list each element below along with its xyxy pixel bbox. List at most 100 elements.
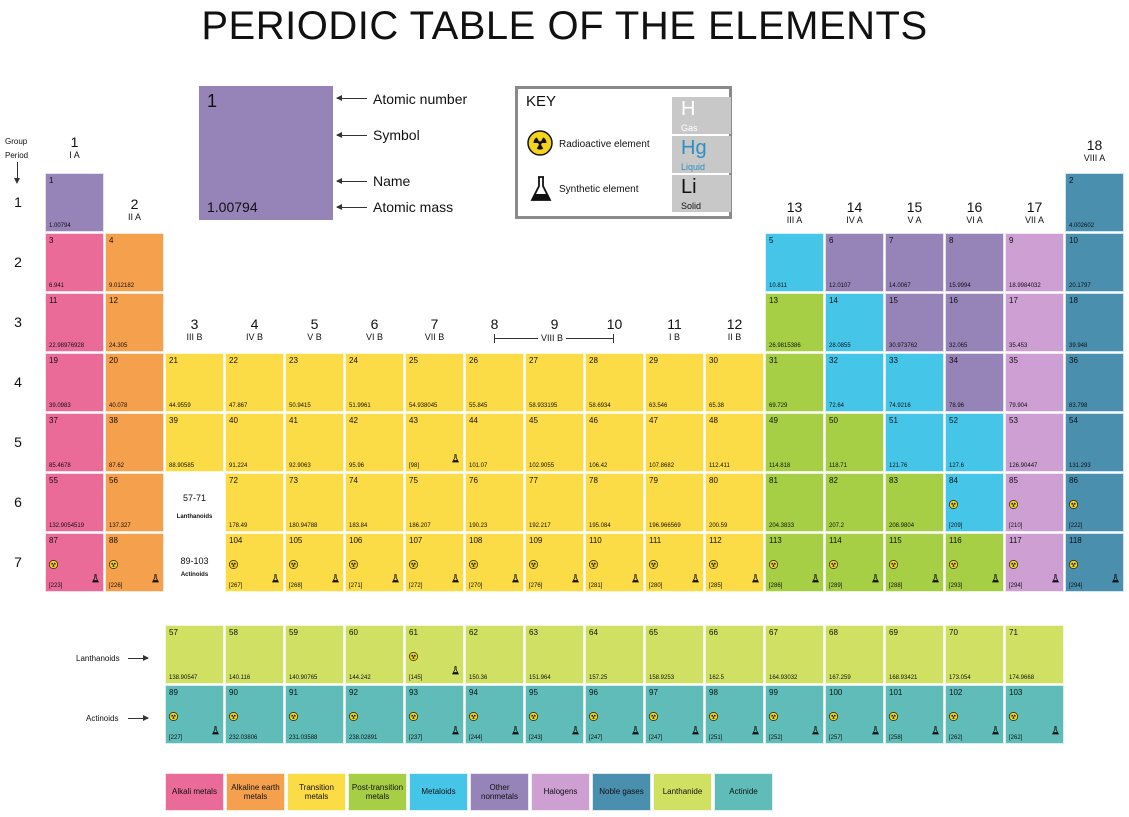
element-cell-19: 19 39.0983 xyxy=(45,353,104,412)
group-header-9: 9 xyxy=(525,317,584,333)
legend-lanthanide: Lanthanide xyxy=(653,773,712,811)
element-mass: [280] xyxy=(649,583,663,589)
key-title: KEY xyxy=(526,93,557,110)
element-cell-20: 20 40.078 xyxy=(105,353,164,412)
group-number: 4 xyxy=(250,316,259,332)
flask-icon xyxy=(991,722,1000,740)
element-cell-38: 38 87.62 xyxy=(105,413,164,472)
liquid-swatch: Hg Liquid xyxy=(672,136,731,173)
group-header-17: 17 VII A xyxy=(1005,200,1064,225)
element-cell-45: 45 102.9055 xyxy=(525,413,584,472)
group-roman: II B xyxy=(727,332,742,342)
group-number: 3 xyxy=(190,316,199,332)
element-cell-40: 40 91.224 xyxy=(225,413,284,472)
group-roman: V A xyxy=(907,215,922,225)
element-mass: [145] xyxy=(409,675,423,681)
period-label-5: 5 xyxy=(14,434,22,450)
element-number: 46 xyxy=(589,416,598,425)
element-number: 54 xyxy=(1069,416,1078,425)
group-header-15: 15 V A xyxy=(885,200,944,225)
element-mass: 140.116 xyxy=(229,675,251,681)
element-number: 17 xyxy=(1009,296,1018,305)
sample-atomic-number: 1 xyxy=(207,91,218,111)
element-mass: 121.76 xyxy=(889,463,908,469)
element-mass: 195.084 xyxy=(589,523,611,529)
element-mass: 232.03806 xyxy=(229,735,258,741)
group-number: 5 xyxy=(310,316,319,332)
element-number: 88 xyxy=(109,536,118,545)
element-mass: 26.9815386 xyxy=(769,343,801,349)
element-mass: [223] xyxy=(49,583,63,589)
element-cell-74: 74 183.84 xyxy=(345,473,404,532)
radioactive-icon xyxy=(829,556,838,574)
element-cell-114: 114 [289] xyxy=(825,533,884,592)
flask-icon xyxy=(691,570,700,588)
element-number: 3 xyxy=(49,236,54,245)
element-mass: 22.98976928 xyxy=(49,343,85,349)
group-header-10: 10 xyxy=(585,317,644,333)
group-number: 8 xyxy=(490,316,499,332)
element-mass: [288] xyxy=(889,583,903,589)
radioactive-icon xyxy=(949,556,958,574)
element-mass: [227] xyxy=(169,735,183,741)
element-mass: 238.02891 xyxy=(349,735,378,741)
synthetic-label: Synthetic element xyxy=(559,184,639,195)
element-mass: 39.0983 xyxy=(49,403,71,409)
element-mass: [244] xyxy=(469,735,483,741)
element-cell-78: 78 195.084 xyxy=(585,473,644,532)
element-mass: 35.453 xyxy=(1009,343,1028,349)
element-mass: [293] xyxy=(949,583,963,589)
element-number: 30 xyxy=(709,356,718,365)
radioactive-icon xyxy=(709,556,718,574)
gas-symbol: H xyxy=(681,98,696,120)
element-cell-70: 70 173.054 xyxy=(945,625,1004,684)
period-axis-arrowhead xyxy=(14,178,20,184)
element-cell-31: 31 69.729 xyxy=(765,353,824,412)
element-number: 86 xyxy=(1069,476,1078,485)
group-roman: IV B xyxy=(245,332,263,342)
legend-post: Post-transition metals xyxy=(348,773,407,811)
element-number: 83 xyxy=(889,476,898,485)
radioactive-icon xyxy=(469,556,478,574)
flask-icon xyxy=(451,570,460,588)
element-number: 41 xyxy=(289,416,298,425)
element-cell-93: 93 [237] xyxy=(405,685,464,744)
period-axis-label: Period xyxy=(5,151,29,160)
element-number: 113 xyxy=(769,536,782,545)
element-mass: [267] xyxy=(229,583,243,589)
element-cell-10: 10 20.1797 xyxy=(1065,233,1124,292)
name-label: Name xyxy=(373,173,411,189)
solid-swatch: Li Solid xyxy=(672,175,731,212)
element-cell-116: 116 [293] xyxy=(945,533,1004,592)
element-number: 94 xyxy=(469,688,478,697)
element-mass: 180.94788 xyxy=(289,523,318,529)
name-arrow xyxy=(336,178,367,184)
element-mass: 6.941 xyxy=(49,283,65,289)
element-mass: 39.948 xyxy=(1069,343,1088,349)
element-number: 58 xyxy=(229,628,238,637)
element-number: 66 xyxy=(709,628,718,637)
element-cell-97: 97 [247] xyxy=(645,685,704,744)
element-mass: 158.9253 xyxy=(649,675,675,681)
gas-label: Gas xyxy=(681,123,698,133)
element-number: 110 xyxy=(589,536,602,545)
radioactive-icon xyxy=(1009,496,1018,514)
element-cell-80: 80 200.59 xyxy=(705,473,764,532)
group-header-11: 11 I B xyxy=(645,317,704,342)
element-number: 85 xyxy=(1009,476,1018,485)
element-number: 10 xyxy=(1069,236,1078,245)
element-cell-49: 49 114.818 xyxy=(765,413,824,472)
element-mass: 9.012182 xyxy=(109,283,135,289)
element-cell-69: 69 168.93421 xyxy=(885,625,944,684)
element-number: 14 xyxy=(829,296,838,305)
element-cell-92: 92 238.02891 xyxy=(345,685,404,744)
element-mass: [268] xyxy=(289,583,303,589)
element-number: 79 xyxy=(649,476,658,485)
element-mass: 58.933195 xyxy=(529,403,558,409)
element-mass: 114.818 xyxy=(769,463,791,469)
flask-icon xyxy=(931,722,940,740)
element-cell-67: 67 164.93032 xyxy=(765,625,824,684)
element-mass: 140.90765 xyxy=(289,675,318,681)
atomic-number-arrow xyxy=(336,95,367,101)
